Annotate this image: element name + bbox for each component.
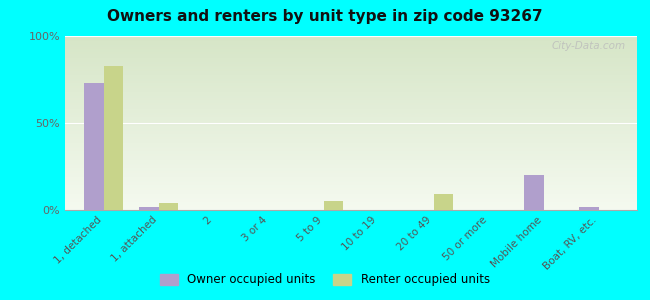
Bar — [139, 206, 159, 210]
Bar — [434, 194, 453, 210]
Text: Owners and renters by unit type in zip code 93267: Owners and renters by unit type in zip c… — [107, 9, 543, 24]
Bar — [159, 203, 177, 210]
Bar — [84, 83, 103, 210]
Bar — [525, 175, 543, 210]
Bar — [103, 66, 123, 210]
Bar — [579, 206, 599, 210]
Bar — [324, 201, 343, 210]
Text: City-Data.com: City-Data.com — [551, 41, 625, 51]
Legend: Owner occupied units, Renter occupied units: Owner occupied units, Renter occupied un… — [155, 269, 495, 291]
